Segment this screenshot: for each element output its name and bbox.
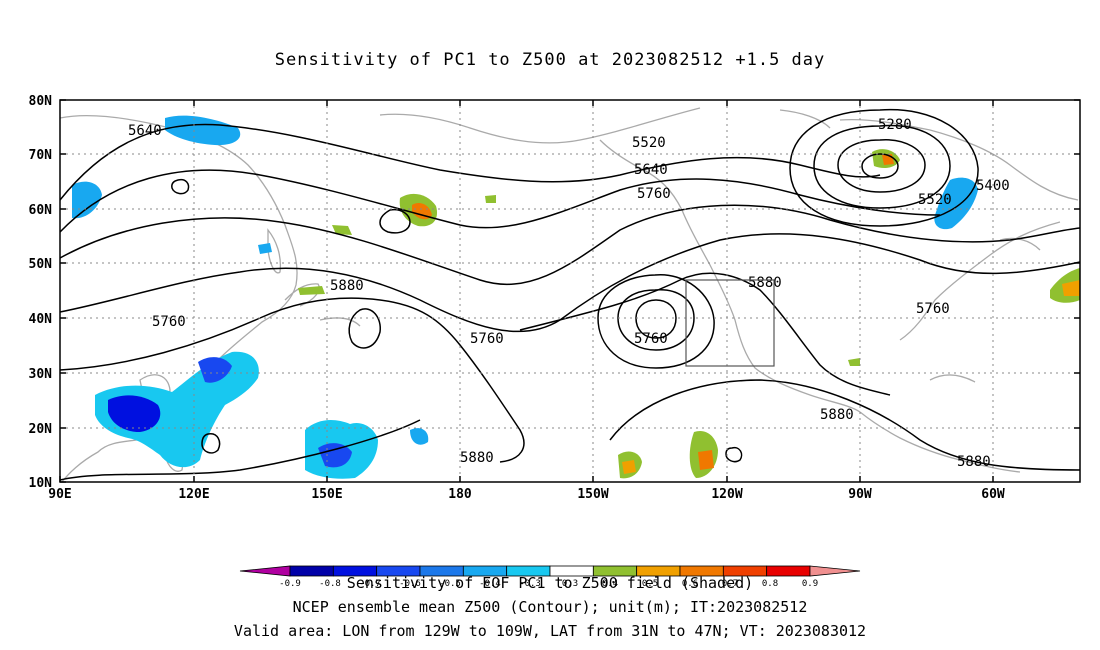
colorbar-tick-label: 0.7 [722, 579, 738, 589]
shade-blob-blue [108, 395, 161, 432]
colorbar-tick-label: -0.3 [519, 579, 541, 589]
shade-blob-green [332, 225, 352, 235]
contour-label: 5880 [330, 278, 364, 294]
contour-5640 [59, 123, 881, 201]
valid-area-box [685, 279, 775, 367]
contour-label: 5880 [460, 450, 494, 466]
colorbar-tick-label: 0.8 [762, 579, 778, 589]
lat-axis-labels: 80N 70N 60N 50N 40N 30N 20N 10N [29, 94, 53, 491]
shade-blob-green [485, 195, 496, 203]
colorbar-right-arrow [809, 565, 861, 577]
lat-tick-label: 20N [29, 422, 53, 437]
contour-low-center [171, 178, 190, 195]
contour-low-center [635, 299, 677, 339]
colorbar-tick-label: -0.7 [359, 579, 381, 589]
contour-5880 [519, 272, 891, 396]
grid-lines [60, 100, 1080, 482]
contour-label: 5520 [918, 192, 952, 208]
lon-tick-label: 120E [178, 487, 209, 502]
lon-tick-label: 60W [981, 487, 1005, 502]
contour-label: 5760 [637, 186, 671, 202]
contour-low-center [379, 208, 411, 234]
contour-label: 5760 [634, 331, 668, 347]
contour-5880 [59, 419, 421, 481]
colorbar-tick-label: -0.6 [399, 579, 421, 589]
contour-5880 [348, 308, 381, 349]
contour-low-center [597, 274, 715, 369]
contour-label: 5760 [470, 331, 504, 347]
contour-5640 [59, 169, 941, 233]
lon-tick-label: 120W [711, 487, 742, 502]
lat-tick-label: 60N [29, 203, 53, 218]
contour-label: 5880 [957, 454, 991, 470]
caption-line-2: NCEP ensemble mean Z500 (Contour); unit(… [292, 598, 808, 616]
contour-low-center [617, 289, 695, 351]
contour-label: 5520 [632, 135, 666, 151]
contour-label: 5640 [128, 123, 162, 139]
contour-low-center [725, 446, 743, 463]
shade-blob-blue [410, 428, 429, 445]
caption-line-3: Valid area: LON from 129W to 109W, LAT f… [233, 622, 867, 640]
shade-blob-orange [622, 460, 636, 474]
lon-axis-labels: 90E 120E 150E 180 150W 120W 90W 60W [48, 487, 1005, 502]
contour-label: 5880 [820, 407, 854, 423]
contour-label: 5760 [916, 301, 950, 317]
colorbar-tick-label: 0.4 [602, 579, 618, 589]
lat-tick-label: 30N [29, 367, 53, 382]
shade-blob-blue [934, 177, 978, 230]
shade-blob-blue [198, 357, 232, 383]
colorbar-tick-label: -0.4 [479, 579, 501, 589]
colorbar-tick-label: -0.5 [439, 579, 461, 589]
shade-blob-orange [412, 203, 432, 220]
map-frame [59, 99, 1081, 483]
lon-tick-label: 90W [848, 487, 872, 502]
contour-low-center [861, 153, 899, 179]
shade-blob-blue [165, 115, 241, 146]
lat-tick-label: 10N [29, 476, 53, 491]
contour-labels: 5640 5520 5640 5760 5280 5400 5520 5880 … [128, 117, 1010, 470]
colorbar-tick-label: -0.8 [319, 579, 341, 589]
lon-tick-label: 180 [448, 487, 472, 502]
contour-label: 5760 [152, 314, 186, 330]
colorbar-tick-label: 0.3 [562, 579, 578, 589]
shade-blob-green [298, 286, 325, 295]
shade-blob-orange [698, 450, 714, 470]
lon-tick-label: 90E [48, 487, 71, 502]
lon-tick-label: 150W [577, 487, 608, 502]
sensitivity-shading [72, 115, 1080, 479]
contour-low-center [201, 433, 221, 454]
colorbar-tick-label: 0.5 [642, 579, 658, 589]
contour-label: 5280 [878, 117, 912, 133]
lat-tick-label: 50N [29, 257, 53, 272]
z500-contours [59, 108, 1081, 481]
shade-blob-blue [72, 181, 102, 219]
lat-tick-label: 80N [29, 94, 53, 109]
colorbar-tick-label: -0.9 [279, 579, 301, 589]
contour-5760 [59, 204, 1081, 285]
plot-title: Sensitivity of PC1 to Z500 at 2023082512… [274, 50, 826, 70]
contour-low-center [813, 124, 951, 209]
contour-label: 5880 [748, 275, 782, 291]
contour-low-center [789, 108, 979, 227]
colorbar-tick-label: 0.9 [802, 579, 818, 589]
lon-tick-label: 150E [311, 487, 342, 502]
shade-blob-orange [1062, 280, 1080, 296]
contour-5880 [59, 297, 525, 463]
colorbar-tick-label: 0.6 [682, 579, 698, 589]
contour-label: 5640 [634, 162, 668, 178]
colorbar: -0.9 -0.8 -0.7 -0.6 -0.5 -0.4 -0.3 0.3 0.4 0.5 0.6… [239, 565, 861, 589]
lat-tick-label: 70N [29, 148, 53, 163]
shade-blob-blue [258, 243, 272, 254]
shade-blob-green [848, 358, 860, 366]
contour-5880 [609, 379, 1081, 471]
caption-line-1: Sensitivity of EOF PC1 to Z500 field (Sh… [346, 574, 754, 592]
lat-tick-label: 40N [29, 312, 53, 327]
